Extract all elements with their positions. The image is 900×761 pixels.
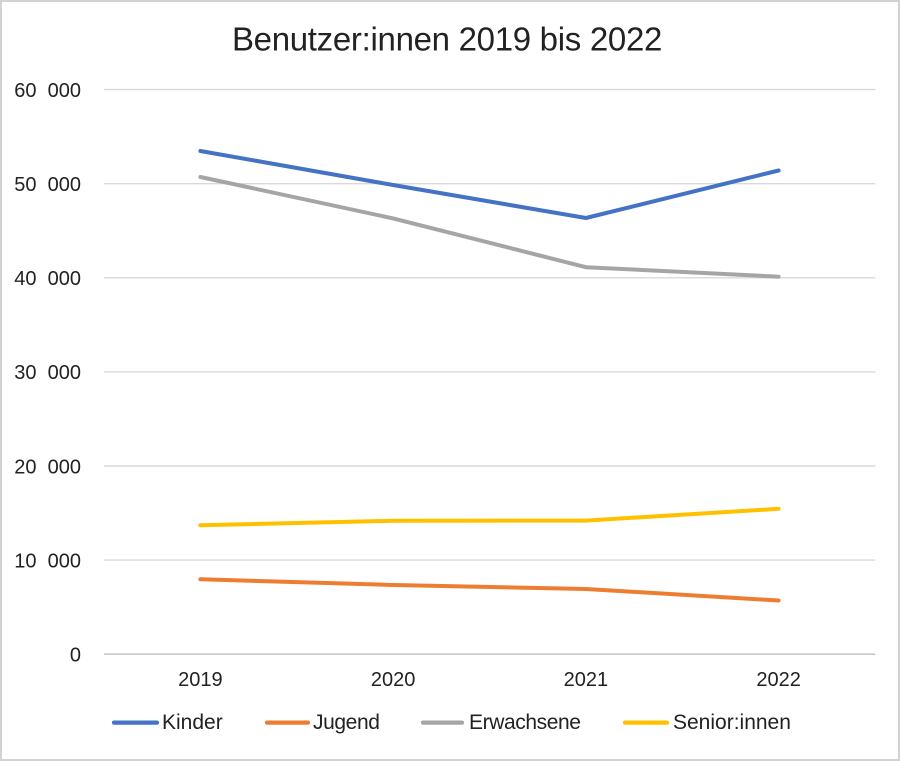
svg-text:Erwachsene: Erwachsene: [469, 711, 581, 734]
svg-text:30 000: 30 000: [14, 362, 81, 384]
svg-text:60 000: 60 000: [14, 80, 81, 102]
svg-text:2019: 2019: [178, 669, 223, 691]
svg-text:50 000: 50 000: [14, 174, 81, 196]
svg-text:Jugend: Jugend: [313, 711, 380, 734]
svg-text:20 000: 20 000: [14, 456, 81, 478]
svg-text:40 000: 40 000: [14, 268, 81, 290]
svg-text:Senior:innen: Senior:innen: [673, 711, 791, 734]
svg-text:2021: 2021: [564, 669, 609, 691]
svg-text:0: 0: [70, 645, 81, 667]
svg-text:2020: 2020: [371, 669, 416, 691]
svg-text:10 000: 10 000: [14, 550, 81, 572]
svg-text:Benutzer:innen 2019 bis 2022: Benutzer:innen 2019 bis 2022: [232, 21, 662, 58]
svg-text:2022: 2022: [756, 669, 801, 691]
svg-text:Kinder: Kinder: [162, 711, 223, 734]
